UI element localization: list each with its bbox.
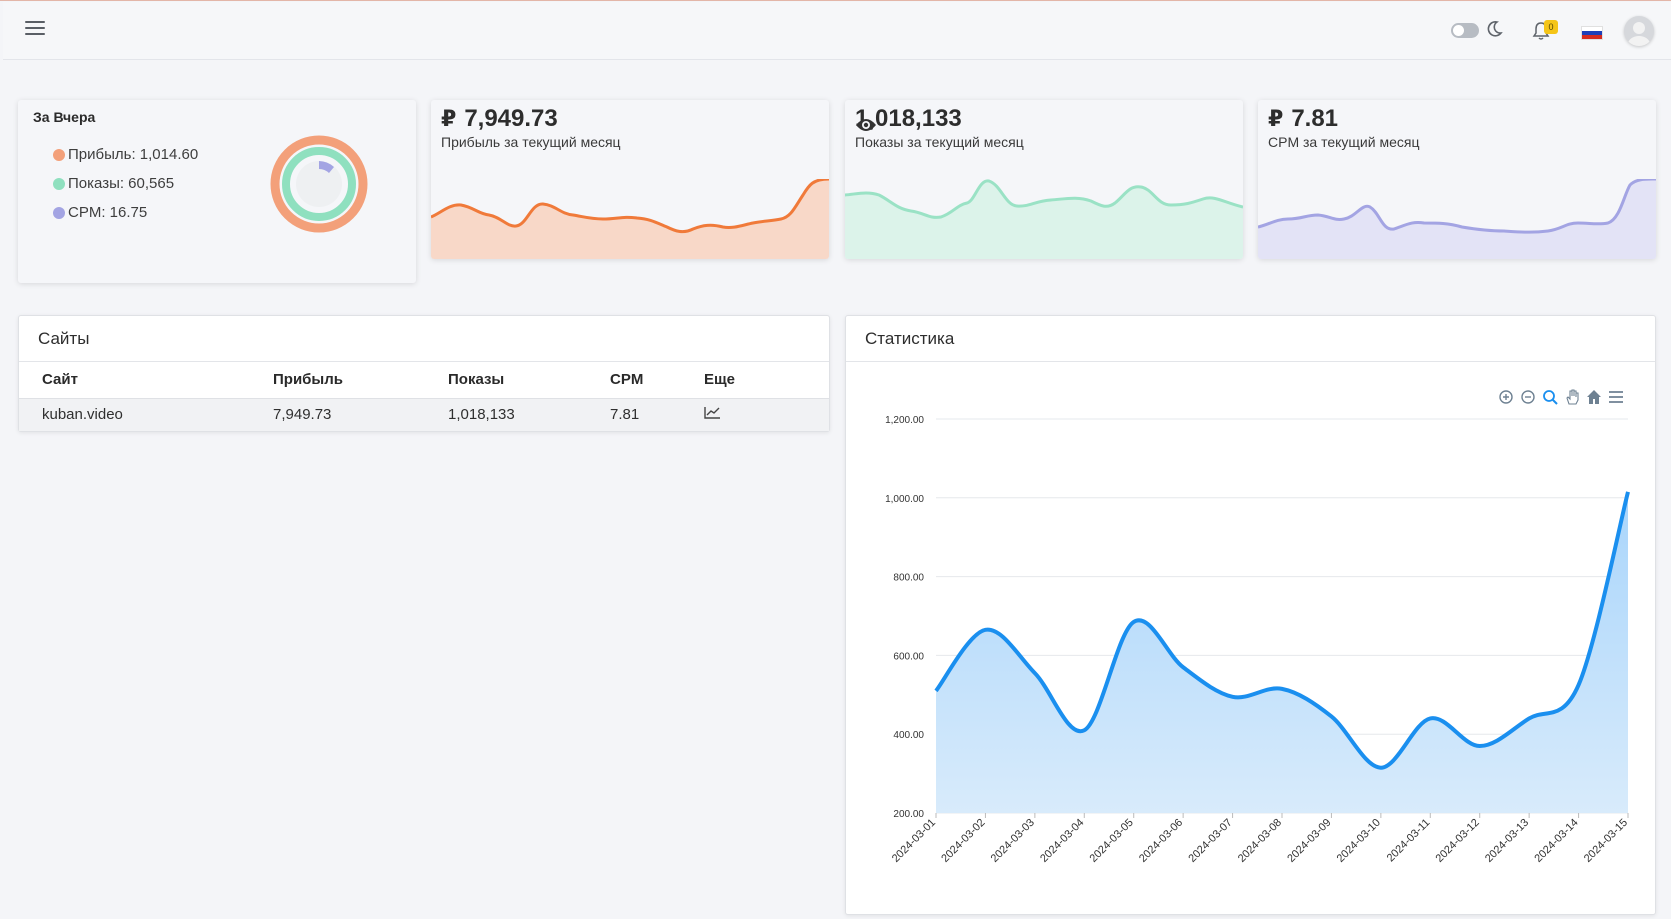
- y-tick-label: 1,200.00: [885, 415, 924, 426]
- flag-ru-icon[interactable]: [1581, 26, 1603, 40]
- cpm-cell: 7.81: [610, 398, 704, 431]
- chart-icon[interactable]: [704, 406, 721, 419]
- views-subtitle: Показы за текущий месяц: [855, 134, 1024, 150]
- x-tick-label: 2024-03-10: [1335, 817, 1383, 865]
- stats-panel: Статистика 200.00 400.00 600.00 800.00 1,000…: [845, 315, 1656, 915]
- yesterday-card: За Вчера Прибыль: 1,014.60 Показы: 60,56…: [18, 100, 416, 283]
- moon-icon[interactable]: [1484, 19, 1504, 39]
- zoom-out-icon[interactable]: [1519, 388, 1537, 406]
- y-tick-label: 1,000.00: [885, 494, 924, 505]
- ruble-icon: ₽: [441, 106, 457, 131]
- profit-cell: 7,949.73: [273, 398, 448, 431]
- sites-title: Сайты: [19, 316, 829, 362]
- views-sparkline: [845, 179, 1243, 259]
- legend-label: Прибыль: 1,014.60: [68, 146, 199, 163]
- site-cell: kuban.video: [19, 398, 273, 431]
- legend-item-views: Показы: 60,565: [53, 169, 198, 198]
- chart-toolbar: [1497, 388, 1625, 406]
- sites-table: Сайт Прибыль Показы CPM Еще kuban.video …: [19, 362, 829, 431]
- views-cell: 1,018,133: [448, 398, 610, 431]
- cpm-sparkline: [1258, 179, 1656, 259]
- cpm-value: 7.81: [1291, 105, 1339, 132]
- views-month-card: 1,018,133 Показы за текущий месяц: [845, 100, 1243, 259]
- eye-icon: [856, 119, 876, 131]
- table-header-row: Сайт Прибыль Показы CPM Еще: [19, 362, 829, 399]
- cpm-month-card: ₽7.81 CPM за текущий месяц: [1258, 100, 1656, 259]
- top-navbar: 0: [3, 2, 1671, 60]
- legend-item-cpm: CPM: 16.75: [53, 198, 198, 227]
- profit-subtitle: Прибыль за текущий месяц: [441, 134, 621, 150]
- x-tick-label: 2024-03-04: [1038, 817, 1086, 865]
- x-tick-label: 2024-03-09: [1285, 817, 1333, 865]
- column-header[interactable]: Прибыль: [273, 362, 448, 399]
- stats-area-chart: 200.00 400.00 600.00 800.00 1,000.00 1,200.00…: [885, 415, 1630, 865]
- zoom-select-icon[interactable]: [1541, 388, 1559, 406]
- stats-title: Статистика: [846, 316, 1655, 362]
- x-tick-label: 2024-03-02: [939, 817, 987, 865]
- profit-value-row: ₽7,949.73: [441, 105, 558, 133]
- notification-badge: 0: [1544, 20, 1558, 34]
- menu-icon[interactable]: [1607, 388, 1625, 406]
- legend-dot: [53, 206, 65, 219]
- x-tick-label: 2024-03-08: [1236, 817, 1284, 865]
- radial-chart: [270, 135, 368, 233]
- x-tick-label: 2024-03-05: [1088, 817, 1136, 865]
- cpm-subtitle: CPM за текущий месяц: [1268, 134, 1420, 150]
- pan-icon[interactable]: [1563, 388, 1581, 406]
- legend-label: Показы: 60,565: [68, 175, 175, 192]
- profit-month-card: ₽7,949.73 Прибыль за текущий месяц: [431, 100, 829, 259]
- x-tick-label: 2024-03-13: [1483, 817, 1531, 865]
- y-tick-label: 200.00: [893, 809, 924, 820]
- dark-mode-toggle[interactable]: [1451, 23, 1479, 38]
- y-tick-label: 400.00: [893, 730, 924, 741]
- column-header: Еще: [704, 362, 829, 399]
- y-tick-label: 800.00: [893, 573, 924, 584]
- x-tick-label: 2024-03-11: [1385, 817, 1433, 865]
- views-value-row: 1,018,133: [855, 105, 962, 133]
- x-tick-label: 2024-03-12: [1434, 817, 1482, 865]
- column-header[interactable]: Показы: [448, 362, 610, 399]
- x-tick-label: 2024-03-03: [989, 817, 1037, 865]
- legend-dot: [53, 177, 65, 190]
- home-icon[interactable]: [1585, 388, 1603, 406]
- column-header[interactable]: Сайт: [19, 362, 273, 399]
- x-tick-label: 2024-03-15: [1582, 817, 1630, 865]
- user-avatar[interactable]: [1624, 16, 1654, 46]
- x-tick-label: 2024-03-07: [1186, 817, 1234, 865]
- x-tick-label: 2024-03-06: [1137, 817, 1185, 865]
- legend-label: CPM: 16.75: [68, 204, 148, 221]
- zoom-in-icon[interactable]: [1497, 388, 1515, 406]
- y-tick-label: 600.00: [893, 651, 924, 662]
- area-fill: [936, 491, 1628, 813]
- ruble-icon: ₽: [1268, 106, 1284, 131]
- cpm-value-row: ₽7.81: [1268, 105, 1338, 133]
- table-row: kuban.video 7,949.73 1,018,133 7.81: [19, 398, 829, 431]
- x-tick-label: 2024-03-14: [1532, 817, 1580, 865]
- legend-dot: [53, 148, 65, 161]
- x-tick-label: 2024-03-01: [890, 817, 938, 865]
- yesterday-title: За Вчера: [33, 109, 96, 125]
- legend-item-profit: Прибыль: 1,014.60: [53, 140, 198, 169]
- profit-sparkline: [431, 179, 829, 259]
- yesterday-legend: Прибыль: 1,014.60 Показы: 60,565 CPM: 16…: [53, 140, 198, 227]
- menu-icon[interactable]: [25, 21, 45, 39]
- profit-value: 7,949.73: [464, 105, 558, 132]
- sites-panel: Сайты Сайт Прибыль Показы CPM Еще kuban.…: [18, 315, 830, 432]
- column-header[interactable]: CPM: [610, 362, 704, 399]
- more-cell: [704, 398, 829, 431]
